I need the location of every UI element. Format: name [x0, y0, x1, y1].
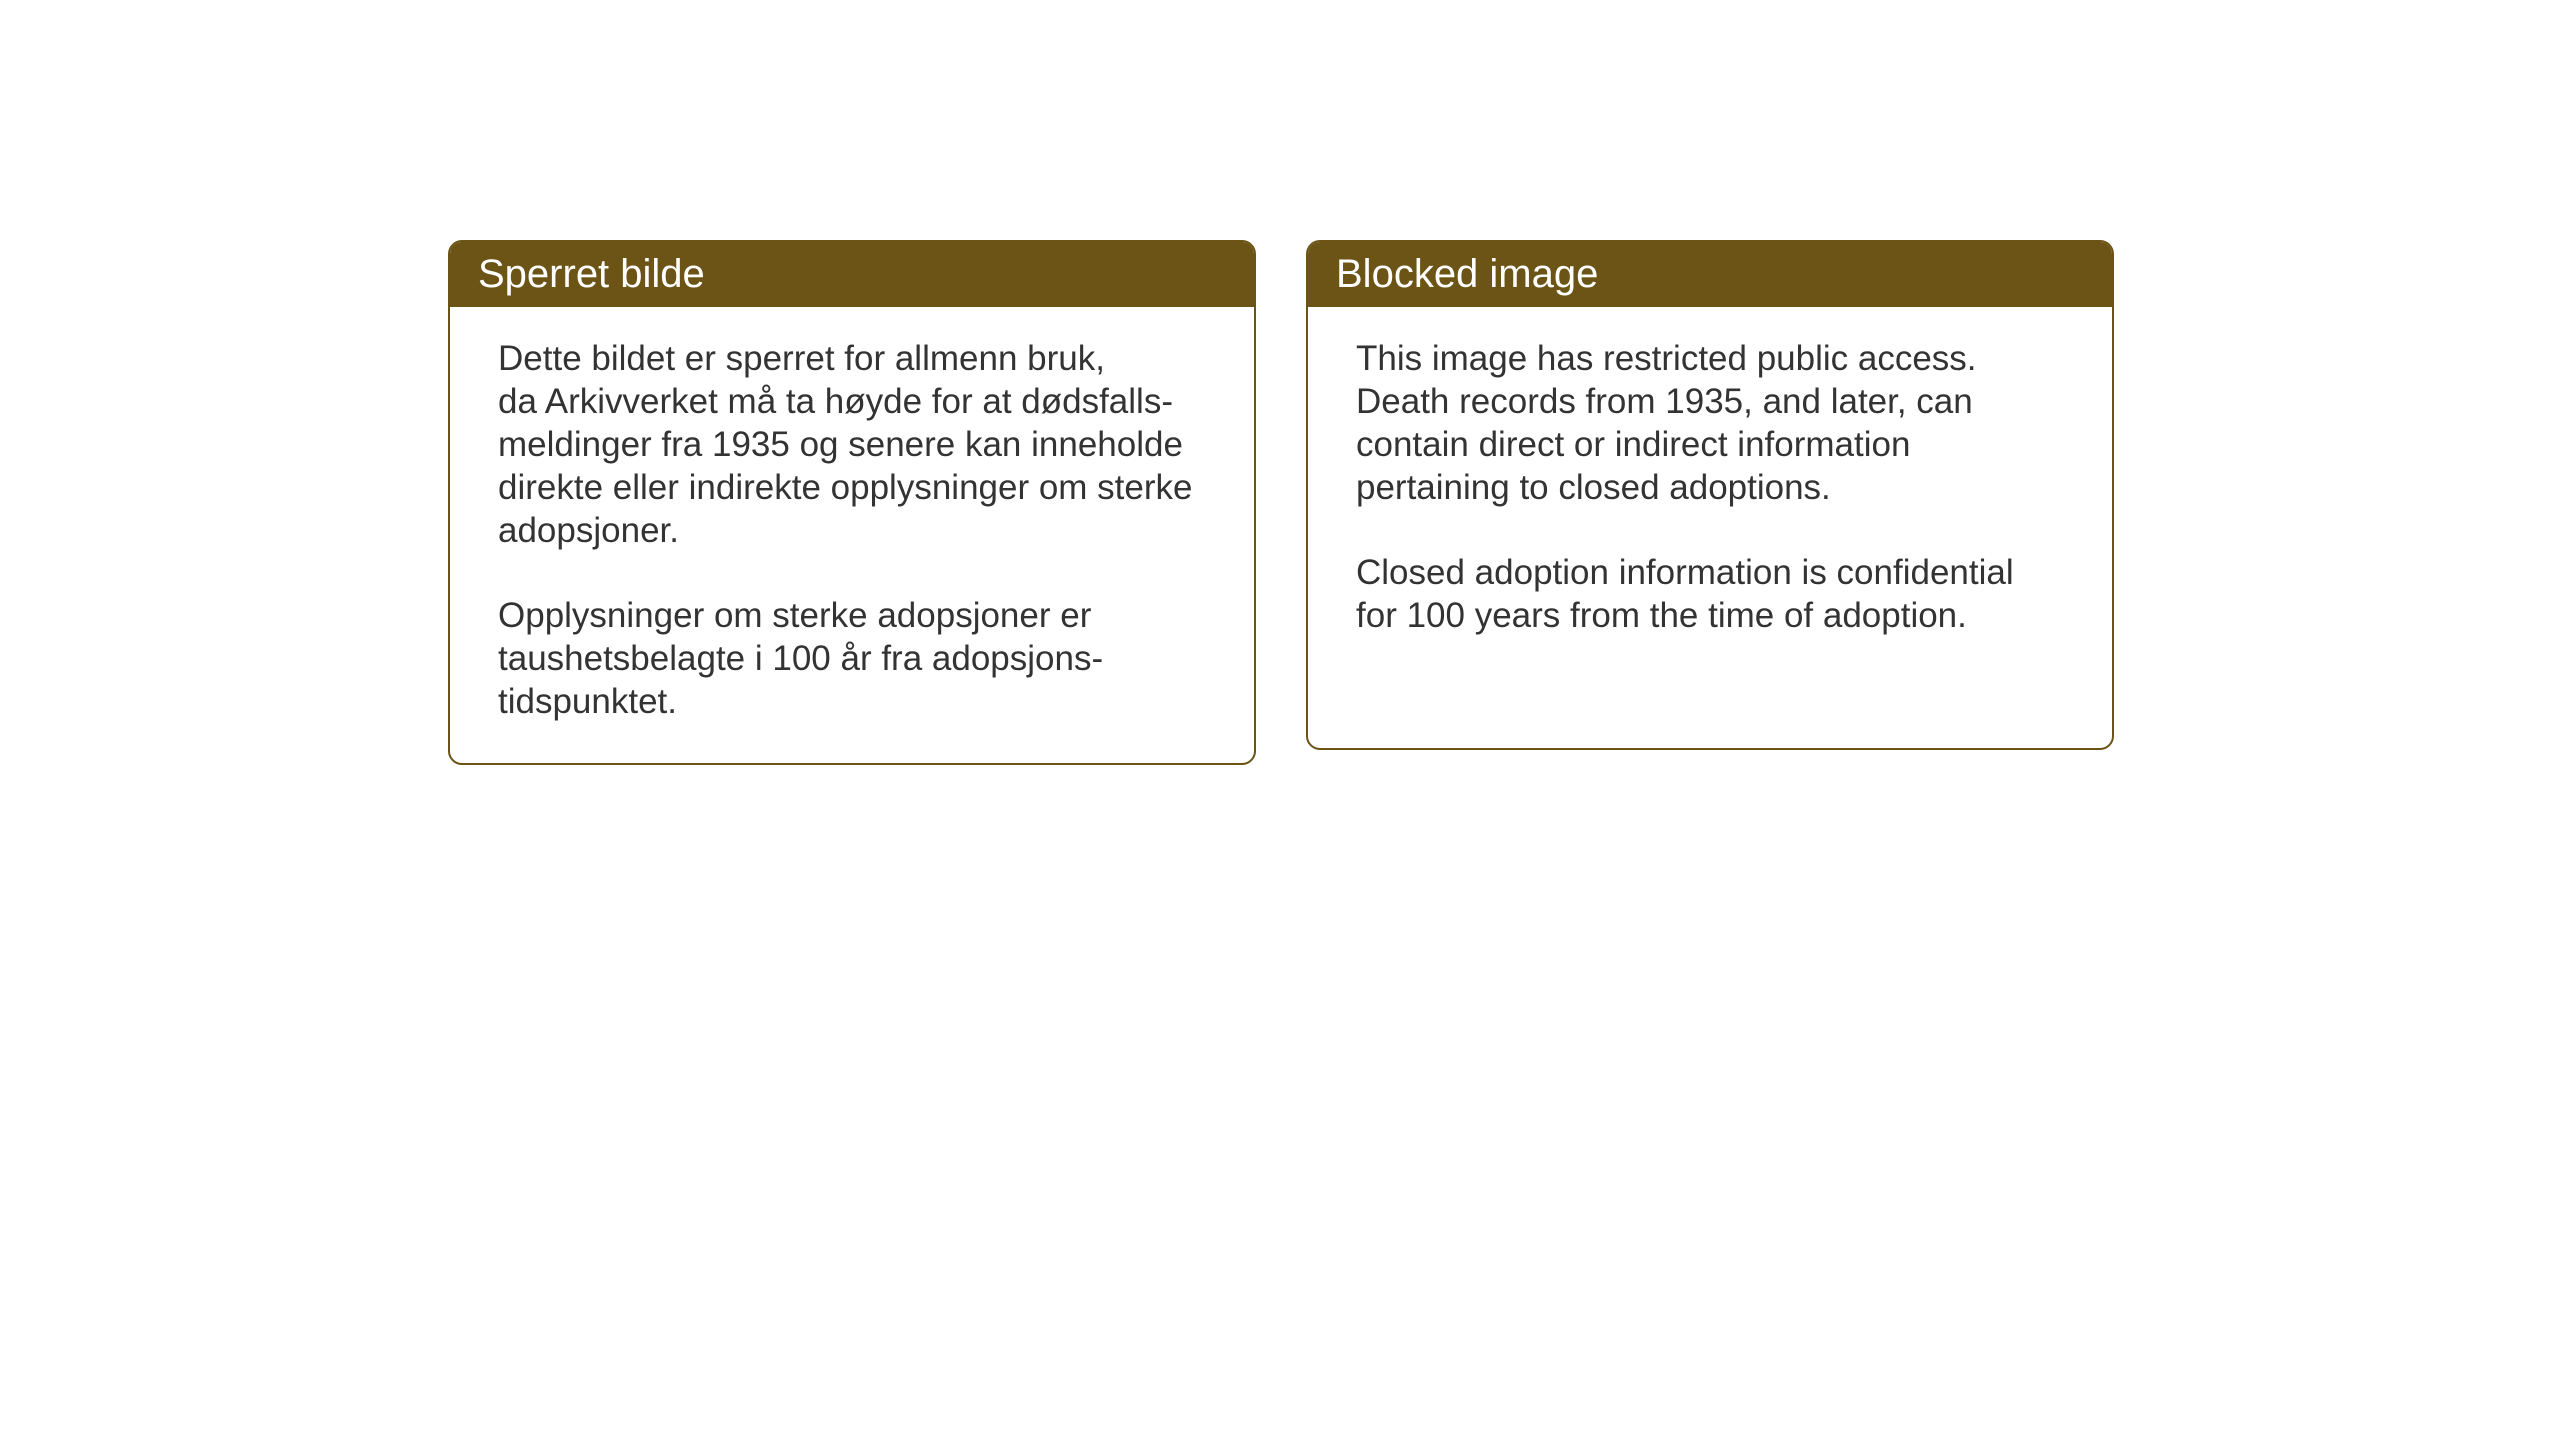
notice-card-norwegian: Sperret bilde Dette bildet er sperret fo…	[448, 240, 1256, 765]
card-title-english: Blocked image	[1336, 252, 1598, 296]
notice-container: Sperret bilde Dette bildet er sperret fo…	[448, 240, 2114, 765]
card-paragraph2-english: Closed adoption information is confident…	[1356, 551, 2064, 637]
card-header-norwegian: Sperret bilde	[450, 242, 1254, 307]
card-title-norwegian: Sperret bilde	[478, 252, 705, 296]
card-paragraph1-english: This image has restricted public access.…	[1356, 337, 2064, 509]
notice-card-english: Blocked image This image has restricted …	[1306, 240, 2114, 750]
card-paragraph2-norwegian: Opplysninger om sterke adopsjoner ertaus…	[498, 594, 1206, 723]
card-header-english: Blocked image	[1308, 242, 2112, 307]
card-body-english: This image has restricted public access.…	[1308, 307, 2112, 677]
card-body-norwegian: Dette bildet er sperret for allmenn bruk…	[450, 307, 1254, 763]
card-paragraph1-norwegian: Dette bildet er sperret for allmenn bruk…	[498, 337, 1206, 552]
